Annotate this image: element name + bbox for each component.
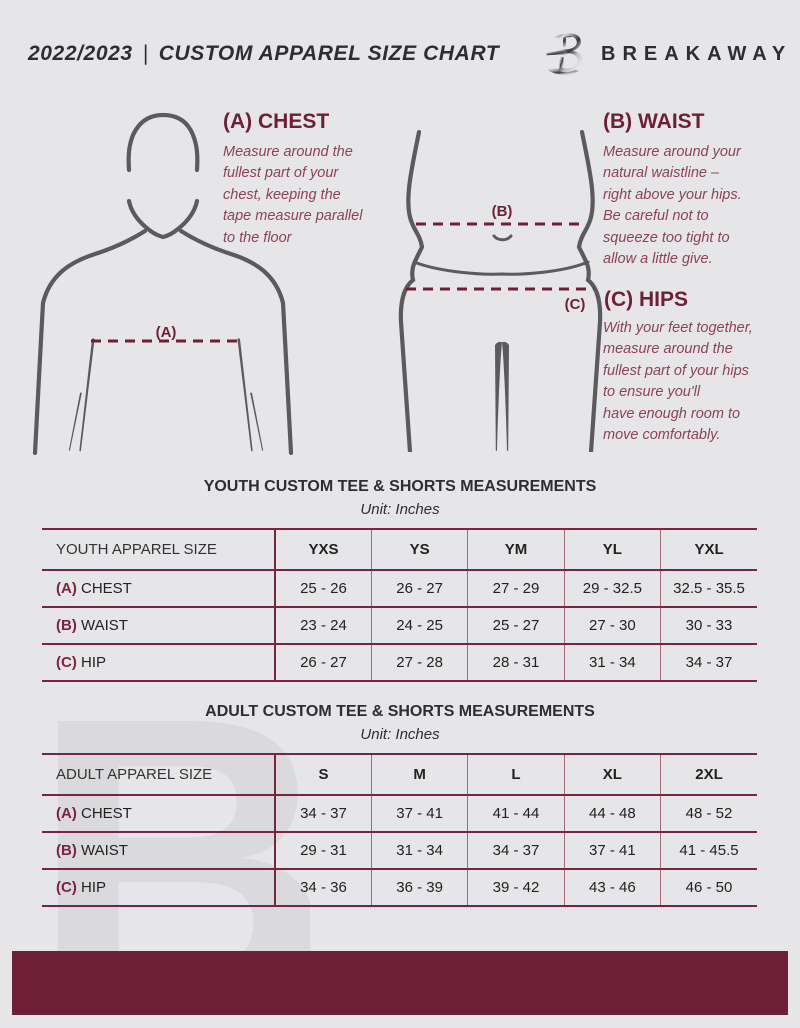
svg-text:(B): (B): [492, 203, 513, 220]
svg-text:(C): (C): [565, 296, 586, 313]
svg-text:(A): (A): [156, 324, 177, 341]
